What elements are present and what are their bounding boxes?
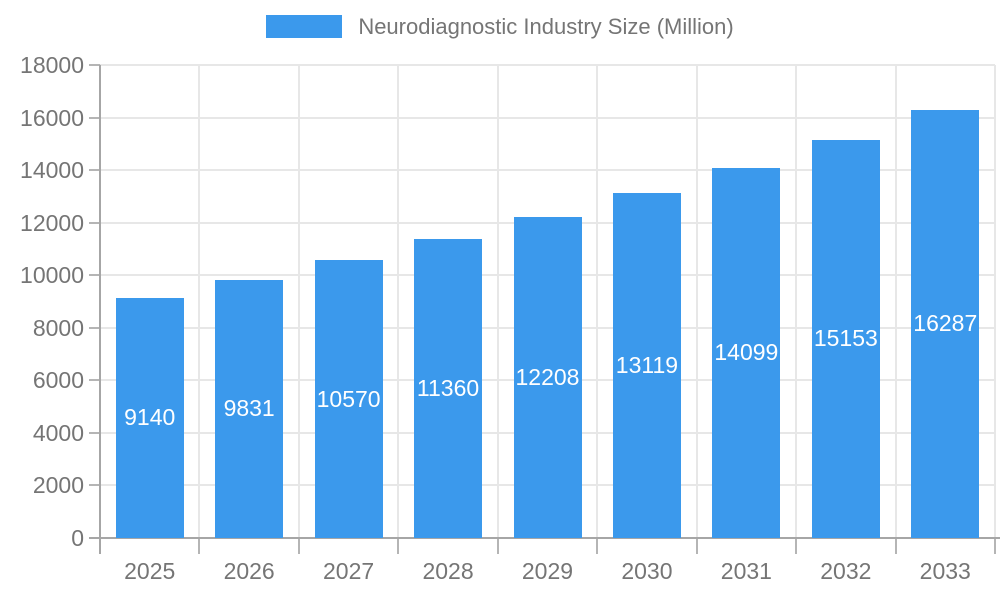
gridline-horizontal — [100, 64, 995, 66]
x-axis-label: 2027 — [323, 558, 375, 584]
x-axis-label: 2032 — [820, 558, 872, 584]
bar-value-label: 14099 — [714, 339, 779, 366]
y-axis-tick — [89, 484, 100, 487]
x-axis-label: 2029 — [521, 558, 574, 584]
x-axis-label: 2025 — [124, 558, 176, 584]
y-axis-tick — [89, 274, 100, 277]
x-axis-label: 2031 — [720, 558, 772, 584]
y-axis-tick — [89, 326, 100, 329]
y-axis-tick — [89, 64, 100, 66]
bar-value-label: 16287 — [913, 310, 978, 337]
gridline-vertical — [397, 65, 400, 538]
y-axis-label: 10000 — [20, 262, 84, 289]
bar[interactable]: 15153 — [811, 139, 880, 538]
bar-value-label: 12208 — [515, 364, 580, 391]
gridline-vertical — [596, 65, 599, 538]
bar[interactable]: 16287 — [911, 110, 980, 538]
legend: Neurodiagnostic Industry Size (Million) — [0, 15, 1000, 38]
x-axis-label: 2030 — [621, 558, 673, 584]
bar[interactable]: 13119 — [612, 193, 681, 538]
y-axis-tick — [89, 431, 100, 434]
bar[interactable]: 11360 — [414, 239, 483, 538]
y-axis-label: 8000 — [32, 314, 84, 341]
x-axis-tick — [596, 538, 599, 554]
y-axis-label: 14000 — [20, 157, 84, 184]
x-axis-tick — [297, 538, 300, 554]
bar[interactable]: 10570 — [314, 260, 383, 538]
legend-label: Neurodiagnostic Industry Size (Million) — [358, 14, 734, 39]
x-axis-label: 2026 — [223, 558, 275, 584]
y-axis-label: 0 — [71, 525, 84, 551]
y-axis-line — [99, 65, 101, 554]
bar-value-label: 13119 — [615, 352, 679, 379]
y-axis-tick — [89, 221, 100, 224]
y-axis-label: 4000 — [32, 419, 84, 446]
x-axis-line — [89, 537, 1000, 539]
y-axis-label: 18000 — [20, 52, 84, 78]
gridline-vertical — [795, 65, 798, 538]
bar-value-label: 10570 — [316, 385, 381, 412]
y-axis-label: 12000 — [20, 209, 84, 236]
gridline-vertical — [894, 65, 897, 538]
x-axis-tick — [695, 538, 698, 554]
gridline-vertical — [297, 65, 300, 538]
gridline-horizontal — [100, 116, 995, 119]
bar[interactable]: 14099 — [712, 167, 781, 538]
x-axis-tick — [198, 538, 201, 554]
gridline-vertical — [695, 65, 698, 538]
bar[interactable]: 12208 — [513, 217, 582, 538]
y-axis-label: 6000 — [32, 367, 84, 394]
y-axis-tick — [89, 116, 100, 119]
legend-swatch-icon — [266, 15, 343, 38]
y-axis-tick — [89, 379, 100, 382]
gridline-horizontal — [100, 169, 995, 172]
y-axis-tick — [89, 169, 100, 172]
bar-value-label: 15153 — [813, 325, 878, 352]
x-axis-tick — [994, 538, 996, 554]
bar[interactable]: 9831 — [215, 279, 284, 538]
x-axis-tick — [894, 538, 897, 554]
bar[interactable]: 9140 — [115, 297, 184, 538]
x-axis-tick — [397, 538, 400, 554]
y-axis-label: 2000 — [32, 472, 84, 499]
gridline-vertical — [496, 65, 499, 538]
x-axis-tick — [795, 538, 798, 554]
x-axis-label: 2033 — [919, 558, 971, 584]
gridline-vertical — [994, 65, 996, 538]
x-axis-tick — [496, 538, 499, 554]
gridline-vertical — [198, 65, 201, 538]
bar-value-label: 11360 — [416, 375, 480, 402]
bar-value-label: 9831 — [223, 395, 275, 422]
y-axis-label: 16000 — [20, 104, 84, 131]
bar-value-label: 9140 — [124, 404, 176, 431]
legend-item[interactable]: Neurodiagnostic Industry Size (Million) — [266, 14, 734, 39]
x-axis-label: 2028 — [422, 558, 474, 584]
